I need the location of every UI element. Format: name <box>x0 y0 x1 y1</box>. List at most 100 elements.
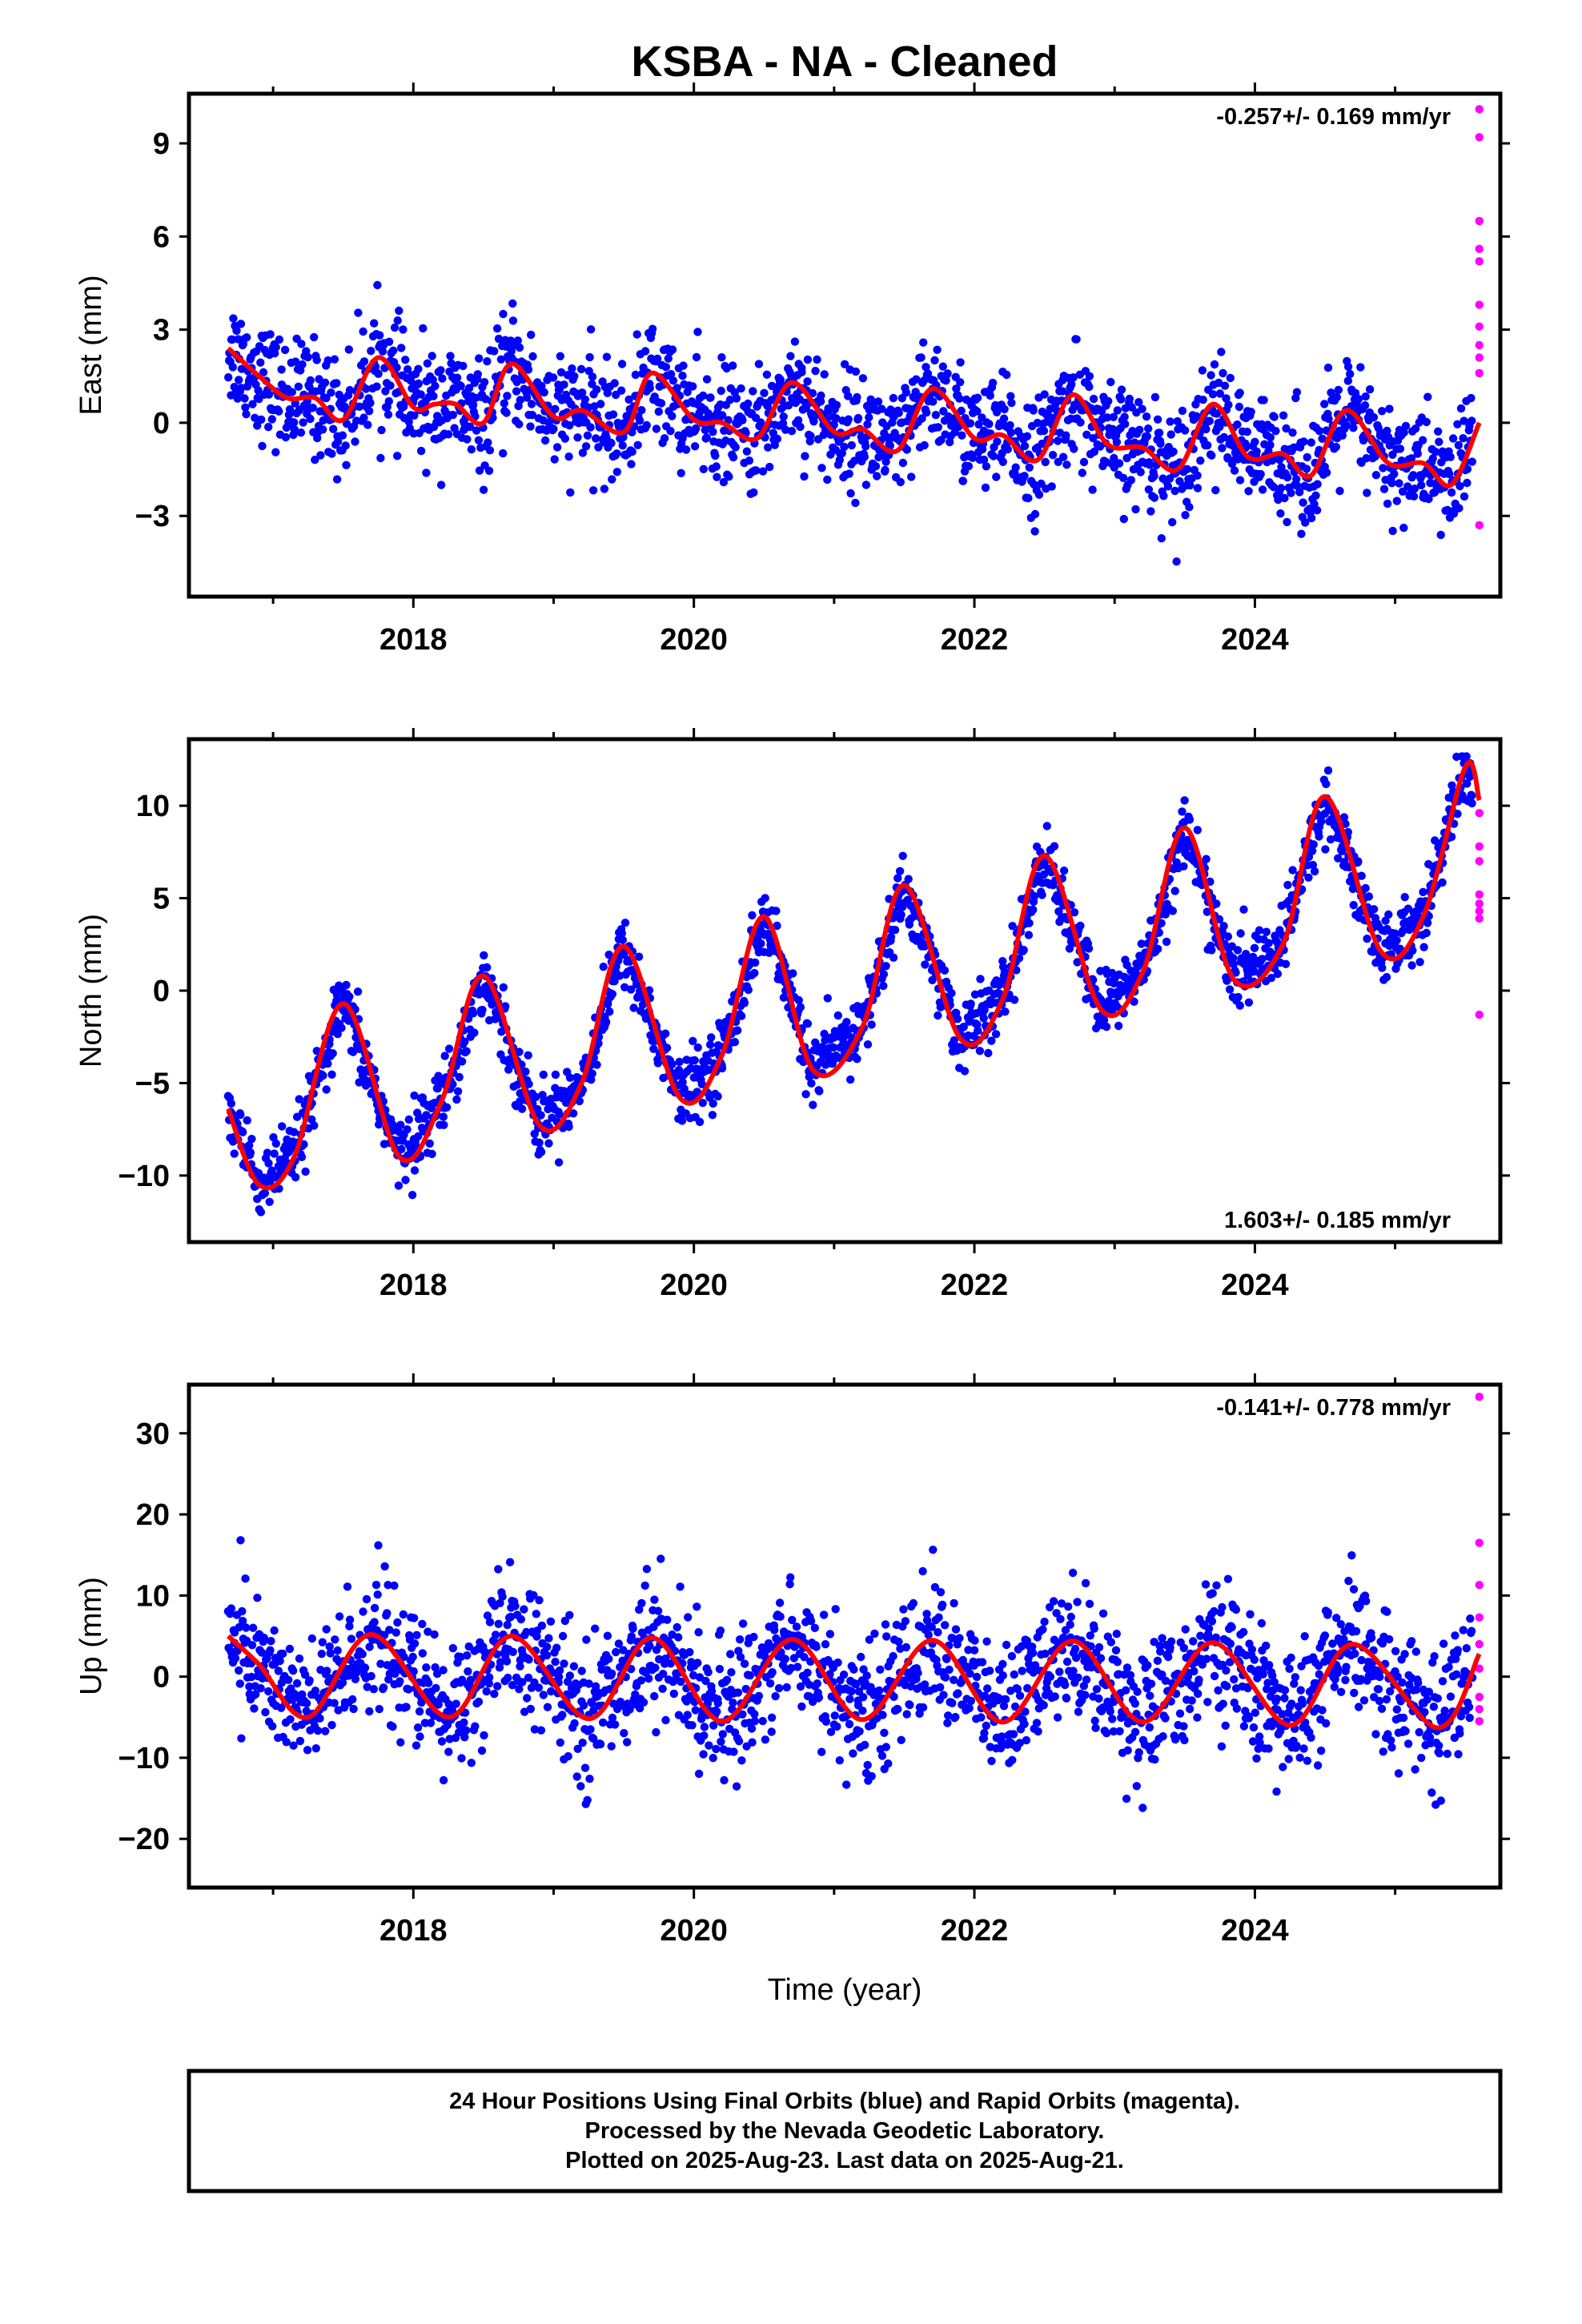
final-orbit-point <box>452 373 462 382</box>
final-orbit-point <box>1385 404 1394 413</box>
final-orbit-point <box>275 1656 284 1666</box>
final-orbit-point <box>1326 835 1335 844</box>
final-orbit-point <box>515 343 524 352</box>
final-orbit-point <box>849 1749 857 1758</box>
final-orbit-point <box>775 1598 785 1607</box>
final-orbit-point <box>803 1668 812 1677</box>
final-orbit-point <box>985 420 994 428</box>
final-orbit-point <box>940 966 950 975</box>
final-orbit-point <box>612 1647 620 1657</box>
final-orbit-point <box>809 1100 817 1109</box>
final-orbit-point <box>1255 926 1264 935</box>
final-orbit-point <box>358 1650 367 1659</box>
final-orbit-point <box>235 1622 243 1632</box>
final-orbit-point <box>423 359 432 368</box>
final-orbit-point <box>532 1632 541 1641</box>
final-orbit-point <box>337 1023 346 1032</box>
final-orbit-point <box>901 388 911 397</box>
final-orbit-point <box>551 1658 560 1667</box>
final-orbit-point <box>592 434 600 443</box>
final-orbit-point <box>1379 485 1389 493</box>
final-orbit-point <box>871 462 881 471</box>
final-orbit-point <box>771 1691 780 1701</box>
final-orbit-point <box>236 1536 245 1545</box>
final-orbit-point <box>460 1037 469 1047</box>
final-orbit-point <box>306 376 315 385</box>
final-orbit-point <box>348 1047 358 1056</box>
final-orbit-point <box>353 987 363 996</box>
final-orbit-point <box>594 1039 603 1048</box>
final-orbit-point <box>1006 428 1016 437</box>
final-orbit-point <box>1251 437 1259 446</box>
final-orbit-point <box>650 1595 659 1604</box>
final-orbit-point <box>1172 557 1181 566</box>
final-orbit-point <box>1000 404 1009 414</box>
final-orbit-point <box>1390 929 1399 938</box>
final-orbit-point <box>844 392 853 400</box>
final-orbit-point <box>898 458 908 468</box>
final-orbit-point <box>535 1138 544 1148</box>
final-orbit-point <box>668 345 677 354</box>
final-orbit-point <box>396 1120 405 1129</box>
final-orbit-point <box>847 440 857 450</box>
final-orbit-point <box>889 1651 897 1661</box>
final-orbit-point <box>532 1092 540 1102</box>
final-orbit-point <box>617 360 627 368</box>
final-orbit-point <box>256 1208 266 1216</box>
final-orbit-point <box>424 1679 433 1687</box>
final-orbit-point <box>490 1690 499 1699</box>
plot-frame <box>187 737 1503 1244</box>
final-orbit-point <box>757 939 765 948</box>
final-orbit-point <box>1042 822 1052 830</box>
final-orbit-point <box>1136 468 1145 476</box>
final-orbit-point <box>552 1643 561 1652</box>
final-orbit-point <box>285 405 295 414</box>
final-orbit-point <box>1264 939 1273 947</box>
final-orbit-point <box>267 1637 275 1646</box>
final-orbit-point <box>1418 436 1427 444</box>
final-orbit-point <box>947 989 956 998</box>
final-orbit-point <box>238 1606 247 1616</box>
final-orbit-point <box>867 1020 876 1029</box>
final-orbit-point <box>787 1663 796 1673</box>
final-orbit-point <box>865 413 873 422</box>
final-orbit-point <box>644 1674 653 1683</box>
final-orbit-point <box>416 390 425 399</box>
final-orbit-point <box>681 445 691 454</box>
final-orbit-point <box>1089 434 1098 443</box>
final-orbit-point <box>738 1710 747 1719</box>
final-orbit-point <box>866 395 875 404</box>
final-orbit-point <box>362 1594 371 1604</box>
final-orbit-point <box>513 1080 522 1089</box>
final-orbit-point <box>1266 433 1275 442</box>
final-orbit-point <box>1198 366 1207 375</box>
final-orbit-point <box>713 1707 721 1716</box>
final-orbit-point <box>312 356 321 364</box>
final-orbit-point <box>543 1642 552 1651</box>
final-orbit-point <box>725 472 733 481</box>
final-orbit-point <box>359 1607 367 1616</box>
final-orbit-point <box>732 394 741 403</box>
final-orbit-point <box>701 425 709 435</box>
final-orbit-point <box>485 446 495 455</box>
final-orbit-point <box>586 1725 595 1734</box>
final-orbit-point <box>677 1116 687 1125</box>
final-orbit-point <box>748 1738 757 1747</box>
final-orbit-point <box>295 1736 305 1746</box>
final-orbit-point <box>578 1739 587 1747</box>
final-orbit-point <box>291 357 300 366</box>
final-orbit-point <box>392 363 401 372</box>
final-orbit-point <box>527 330 536 340</box>
final-orbit-point <box>320 378 330 387</box>
final-orbit-point <box>732 1782 741 1791</box>
final-orbit-point <box>1258 485 1267 494</box>
rapid-orbit-point <box>1475 133 1484 142</box>
final-orbit-point <box>396 1677 404 1686</box>
final-orbit-point <box>751 958 760 967</box>
final-orbit-point <box>845 469 853 478</box>
final-orbit-point <box>612 468 621 476</box>
final-orbit-point <box>761 1735 770 1744</box>
final-orbit-point <box>596 400 605 408</box>
final-orbit-point <box>429 392 438 400</box>
final-orbit-point <box>319 1071 327 1080</box>
